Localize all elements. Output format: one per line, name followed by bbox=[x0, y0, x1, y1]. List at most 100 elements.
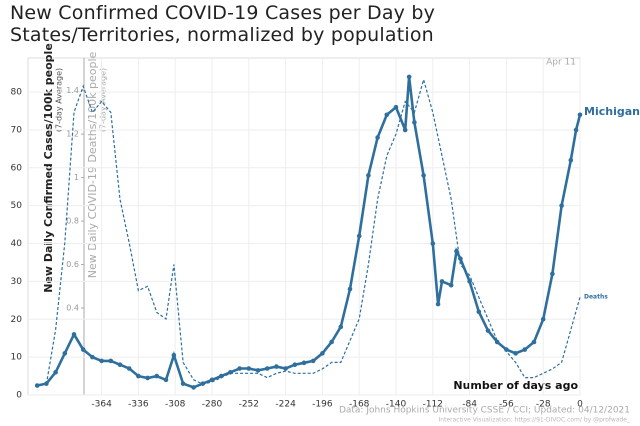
point bbox=[568, 157, 574, 163]
point bbox=[171, 352, 177, 358]
point bbox=[406, 74, 412, 80]
point bbox=[90, 354, 95, 360]
date-annotation: Apr 11 bbox=[546, 58, 576, 68]
point bbox=[522, 347, 528, 352]
x-tick-label: -140 bbox=[386, 400, 407, 410]
chart-title: New Confirmed COVID-19 Cases per Day by … bbox=[10, 2, 436, 46]
point bbox=[559, 203, 564, 208]
y2-axis-label: New Daily COVID-19 Deaths/100k people bbox=[86, 52, 99, 279]
y-tick-label: 80 bbox=[11, 88, 23, 98]
point bbox=[180, 381, 186, 386]
plot-area bbox=[27, 57, 581, 396]
point bbox=[448, 282, 454, 288]
x-tick-label: -168 bbox=[349, 400, 370, 410]
x-tick-label: -196 bbox=[312, 400, 333, 410]
point bbox=[255, 368, 261, 373]
point bbox=[439, 279, 445, 284]
point bbox=[531, 339, 537, 345]
y2-tick-label: 1 bbox=[74, 173, 79, 182]
point bbox=[550, 271, 555, 277]
x-tick-label: -336 bbox=[128, 400, 149, 410]
point bbox=[573, 127, 579, 133]
x-tick-label: -112 bbox=[423, 400, 443, 410]
x-tick-label: -364 bbox=[91, 400, 112, 410]
point bbox=[145, 375, 150, 381]
point bbox=[402, 127, 408, 133]
point bbox=[301, 360, 307, 366]
point bbox=[71, 332, 77, 337]
point bbox=[108, 358, 114, 364]
x-tick-label: -280 bbox=[202, 400, 223, 410]
point bbox=[356, 233, 362, 239]
point bbox=[375, 135, 380, 140]
y-tick-label: 70 bbox=[11, 125, 23, 135]
point bbox=[485, 328, 491, 333]
source: Data: Johns Hopkins University CSSE / CC… bbox=[339, 406, 630, 416]
legend-label: Michigan bbox=[584, 105, 640, 118]
point bbox=[310, 358, 316, 364]
y-tick-label: 20 bbox=[11, 315, 23, 325]
x-tick-label: -28 bbox=[536, 400, 551, 410]
y-tick-label: 50 bbox=[11, 201, 23, 211]
x-axis-label: Number of days ago bbox=[453, 379, 578, 392]
point bbox=[430, 241, 436, 246]
point bbox=[435, 301, 441, 307]
point bbox=[163, 377, 169, 383]
x-tick-label: -224 bbox=[275, 400, 296, 410]
x-tick-label: -308 bbox=[165, 400, 186, 410]
point bbox=[283, 366, 288, 371]
y-tick-label: 10 bbox=[11, 353, 23, 363]
point bbox=[320, 351, 325, 356]
point bbox=[494, 339, 500, 345]
point bbox=[191, 385, 196, 390]
point bbox=[540, 316, 546, 322]
point bbox=[347, 286, 353, 292]
point bbox=[476, 309, 482, 314]
x-tick-label: -84 bbox=[462, 400, 477, 410]
y2-tick-label: 0.4 bbox=[66, 304, 79, 313]
series-line bbox=[36, 76, 582, 389]
point bbox=[467, 279, 472, 284]
point bbox=[513, 351, 518, 356]
point bbox=[246, 366, 252, 371]
legend-label: Deaths bbox=[584, 294, 608, 301]
point bbox=[99, 358, 104, 364]
y-tick-label: 60 bbox=[11, 163, 23, 173]
x-tick-label: -252 bbox=[239, 400, 259, 410]
point bbox=[136, 373, 141, 379]
point bbox=[292, 362, 298, 368]
point bbox=[53, 369, 58, 375]
point bbox=[338, 324, 344, 330]
point bbox=[329, 339, 334, 345]
y-tick-label: 0 bbox=[16, 391, 22, 401]
point bbox=[366, 173, 371, 178]
point bbox=[80, 347, 86, 352]
point bbox=[126, 366, 132, 371]
point bbox=[264, 366, 270, 371]
point bbox=[237, 366, 242, 371]
credit: Interactive Visualization: https://91-DI… bbox=[439, 417, 631, 424]
y2-tick-label: 1.4 bbox=[66, 86, 79, 95]
point bbox=[274, 364, 279, 369]
y2-tick-label: 0.8 bbox=[66, 217, 79, 226]
y-tick-label: 40 bbox=[11, 239, 23, 249]
point bbox=[577, 112, 583, 118]
point bbox=[62, 351, 68, 356]
point bbox=[384, 112, 390, 118]
y-tick-label: 30 bbox=[11, 277, 23, 287]
y2-tick-label: 0.6 bbox=[66, 260, 79, 269]
point bbox=[412, 120, 417, 125]
y-axis-note: (7-day Average) bbox=[55, 68, 64, 132]
point bbox=[154, 373, 160, 379]
y2-axis-note: (7-day Average) bbox=[99, 68, 108, 132]
point bbox=[393, 104, 399, 110]
point bbox=[421, 173, 426, 178]
point bbox=[117, 362, 123, 368]
x-tick-label: 0 bbox=[577, 400, 583, 410]
point bbox=[454, 248, 459, 254]
point bbox=[34, 383, 40, 388]
x-tick-label: -56 bbox=[499, 400, 514, 410]
series-line bbox=[45, 77, 581, 385]
